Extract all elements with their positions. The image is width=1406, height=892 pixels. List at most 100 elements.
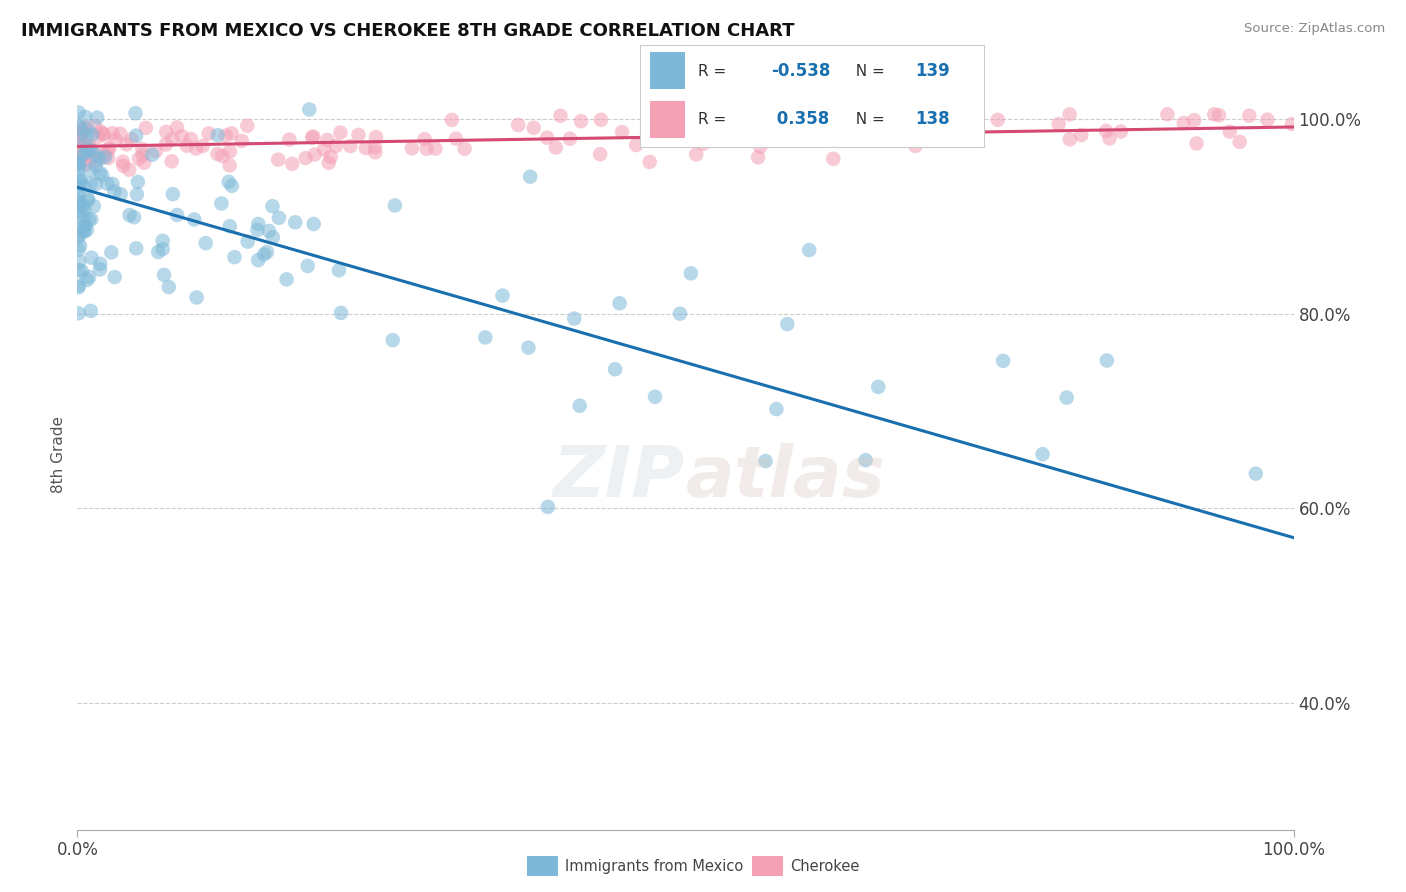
- Point: [101, 126, 124, 140]
- Point: [67, 243, 90, 257]
- Text: Source: ZipAtlas.com: Source: ZipAtlas.com: [1244, 22, 1385, 36]
- Point: [207, 147, 229, 161]
- Point: [523, 120, 546, 135]
- Point: [328, 263, 350, 277]
- Point: [364, 130, 387, 145]
- Point: [415, 142, 437, 156]
- Text: 0.358: 0.358: [770, 111, 830, 128]
- Point: [76, 144, 98, 158]
- Point: [1173, 116, 1195, 130]
- Point: [692, 136, 714, 151]
- Point: [755, 454, 778, 468]
- Point: [211, 149, 233, 163]
- Point: [145, 144, 167, 158]
- Point: [1239, 109, 1261, 123]
- Point: [589, 112, 612, 127]
- Point: [297, 259, 319, 273]
- Point: [325, 139, 347, 153]
- Point: [94, 150, 117, 164]
- Point: [991, 354, 1014, 368]
- Point: [247, 217, 270, 231]
- Point: [124, 106, 146, 120]
- Point: [86, 111, 108, 125]
- Point: [80, 177, 103, 191]
- Point: [93, 128, 115, 142]
- Point: [67, 162, 90, 177]
- Point: [118, 162, 141, 177]
- Point: [131, 142, 153, 156]
- Point: [67, 189, 90, 203]
- Point: [77, 142, 100, 156]
- Point: [75, 120, 97, 134]
- Point: [1109, 124, 1132, 138]
- Point: [67, 105, 90, 120]
- Text: 139: 139: [915, 62, 950, 80]
- Point: [846, 120, 869, 134]
- Point: [568, 399, 591, 413]
- Point: [67, 199, 90, 213]
- Point: [868, 380, 890, 394]
- Bar: [650, 101, 685, 138]
- Point: [67, 157, 90, 171]
- Point: [207, 128, 229, 143]
- Point: [97, 151, 120, 165]
- Point: [765, 124, 787, 138]
- Point: [67, 280, 90, 294]
- Point: [1098, 131, 1121, 145]
- Point: [69, 239, 91, 253]
- Point: [884, 107, 907, 121]
- Point: [194, 236, 217, 251]
- Point: [776, 317, 799, 331]
- Point: [381, 333, 404, 347]
- Text: R =: R =: [699, 112, 731, 127]
- Point: [425, 142, 447, 156]
- Point: [83, 144, 105, 158]
- Point: [79, 163, 101, 178]
- Point: [112, 159, 135, 173]
- Point: [110, 187, 132, 202]
- Point: [221, 178, 243, 193]
- Text: IMMIGRANTS FROM MEXICO VS CHEROKEE 8TH GRADE CORRELATION CHART: IMMIGRANTS FROM MEXICO VS CHEROKEE 8TH G…: [21, 22, 794, 40]
- Point: [685, 147, 707, 161]
- Point: [122, 210, 145, 224]
- Point: [89, 152, 111, 166]
- Point: [101, 177, 124, 191]
- Point: [72, 123, 94, 137]
- Point: [236, 235, 259, 249]
- Point: [75, 110, 97, 124]
- Point: [610, 125, 633, 139]
- Point: [257, 224, 280, 238]
- Point: [956, 122, 979, 136]
- Point: [987, 112, 1010, 127]
- Point: [246, 223, 269, 237]
- Point: [1219, 125, 1241, 139]
- Point: [157, 280, 180, 294]
- Point: [267, 211, 290, 225]
- Point: [823, 152, 845, 166]
- Point: [80, 212, 103, 227]
- Point: [302, 217, 325, 231]
- Point: [184, 142, 207, 156]
- Point: [76, 223, 98, 237]
- Point: [609, 296, 631, 310]
- Point: [904, 139, 927, 153]
- Point: [384, 198, 406, 212]
- Point: [72, 223, 94, 237]
- Point: [67, 263, 90, 277]
- Point: [180, 132, 202, 146]
- Point: [67, 278, 90, 293]
- Point: [517, 341, 540, 355]
- Point: [799, 243, 821, 257]
- Point: [278, 132, 301, 146]
- Point: [347, 128, 370, 142]
- Point: [301, 130, 323, 145]
- Bar: [650, 52, 685, 88]
- Point: [186, 290, 208, 304]
- Point: [1056, 391, 1078, 405]
- Point: [67, 194, 90, 209]
- Point: [152, 242, 174, 256]
- Point: [80, 251, 103, 265]
- Point: [77, 270, 100, 285]
- Point: [80, 150, 103, 164]
- Text: N =: N =: [846, 112, 890, 127]
